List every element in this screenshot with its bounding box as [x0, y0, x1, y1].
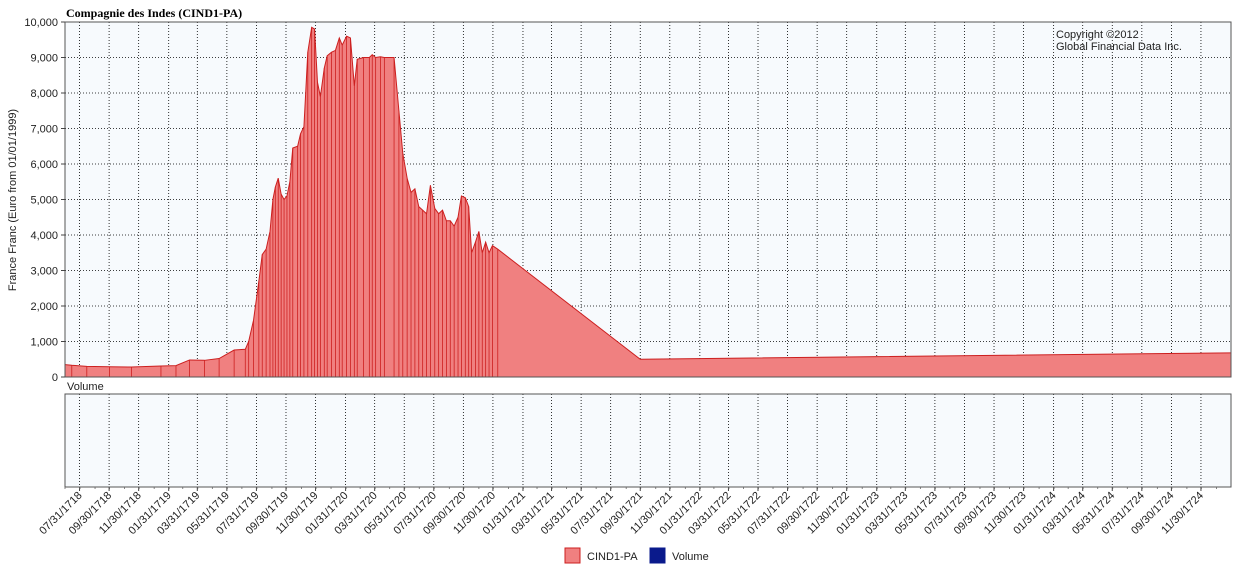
y-tick-label: 4,000 [30, 230, 58, 242]
y-tick-label: 6,000 [30, 159, 58, 171]
legend-label-volume: Volume [672, 551, 709, 563]
y-axis-label: France Franc (Euro from 01/01/1999) [7, 109, 19, 291]
copyright-line-2: Global Financial Data Inc. [1056, 41, 1182, 53]
legend-swatch-volume [649, 547, 666, 564]
volume-panel-label: Volume [67, 381, 104, 393]
y-tick-label: 7,000 [30, 124, 58, 136]
y-tick-label: 0 [52, 372, 58, 384]
y-tick-label: 5,000 [30, 195, 58, 207]
y-tick-label: 1,000 [30, 337, 58, 349]
price-y-axis: 10,000 9,000 8,000 7,000 6,000 5,000 4,000 3,00… [24, 17, 65, 384]
volume-plot-border [64, 393, 1232, 488]
y-tick-label: 9,000 [30, 53, 58, 65]
volume-gridlines [79, 394, 1202, 487]
legend: CIND1-PA Volume [564, 547, 709, 564]
price-series [64, 26, 1232, 377]
copyright-line-1: Copyright ©2012 [1056, 29, 1139, 41]
y-tick-label: 2,000 [30, 301, 58, 313]
price-line [64, 26, 1232, 368]
y-tick-label: 10,000 [24, 17, 58, 29]
legend-label-cind1-pa: CIND1-PA [587, 551, 638, 563]
y-tick-label: 8,000 [30, 88, 58, 100]
chart-title: Compagnie des Indes (CIND1-PA) [66, 6, 242, 20]
legend-swatch-cind1-pa [564, 547, 581, 564]
price-area [65, 27, 1231, 377]
volume-plot-area [65, 394, 1231, 487]
y-tick-label: 3,000 [30, 266, 58, 278]
